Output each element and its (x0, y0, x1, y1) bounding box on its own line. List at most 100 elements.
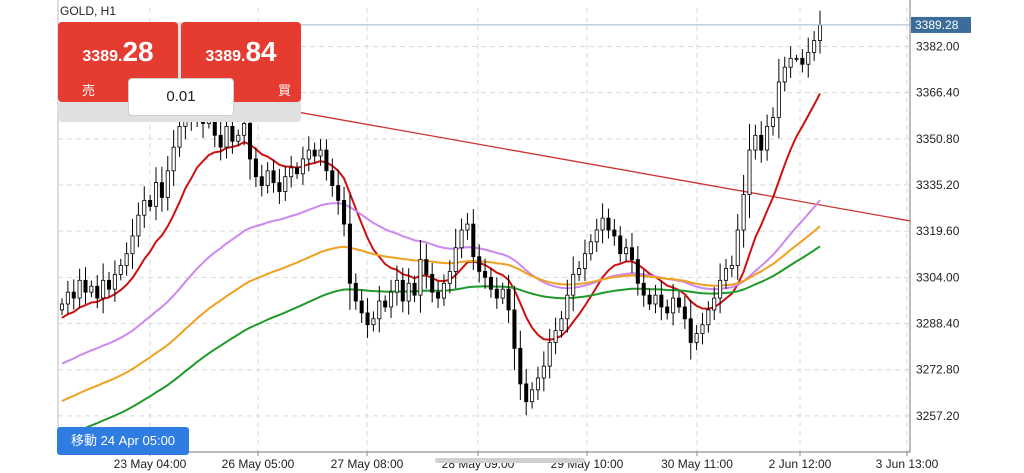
time-tick-label: 3 Jun 13:00 (876, 457, 939, 471)
candle-body (665, 306, 670, 314)
candle-body (136, 214, 141, 237)
sell-price-integer: 3389. (82, 48, 123, 65)
price-tick-label: 3272.80 (916, 363, 960, 377)
candle-body (447, 271, 452, 284)
moving-averages (61, 93, 821, 440)
candle-body (653, 294, 658, 305)
candle-body (230, 126, 235, 142)
candle-body (377, 300, 382, 320)
time-tick-label: 2 Jun 12:00 (769, 457, 832, 471)
candle-body (506, 288, 511, 311)
candle-body (494, 288, 499, 299)
candle-body (753, 134, 758, 151)
buy-price: 3389.84 (181, 36, 301, 68)
candle-body (747, 149, 752, 195)
candle-body (606, 217, 611, 231)
candle-body (582, 253, 587, 269)
chart-scroll-handle[interactable] (435, 458, 585, 463)
candle-body (477, 256, 482, 272)
candle-body (465, 223, 470, 231)
candle-body (471, 223, 476, 258)
candle-body (624, 247, 629, 255)
candle-body (776, 81, 781, 118)
candle-body (541, 365, 546, 379)
candle-body (723, 268, 729, 281)
candle-body (559, 318, 564, 332)
candle-body (177, 126, 182, 148)
candle-body (424, 259, 429, 275)
candle-body (394, 279, 399, 293)
candle-body (817, 24, 823, 41)
price-tick-label: 3350.80 (916, 132, 960, 146)
candle-body (300, 158, 305, 175)
candle-body (236, 134, 241, 142)
navigate-date-button[interactable]: 移動 24 Apr 05:00 (57, 427, 189, 455)
candle-body (347, 223, 352, 284)
candle-body (436, 291, 441, 299)
buy-label: 買 (277, 83, 291, 98)
candle-body (430, 273, 435, 293)
candle-body (629, 247, 634, 260)
candle-body (647, 294, 652, 305)
candle-body (706, 309, 711, 326)
candle-body (71, 291, 76, 299)
price-tick-label: 3366.40 (916, 86, 960, 100)
candle-body (271, 170, 276, 184)
candle-body (112, 273, 117, 290)
candle-body (500, 288, 505, 299)
candle-body (571, 273, 576, 296)
candle-body (383, 300, 388, 308)
candle-body (342, 199, 347, 225)
candle-body (295, 167, 300, 175)
candle-body (353, 282, 358, 302)
one-click-trade-panel: 3389.28 売 3389.84 買 0.01 (58, 22, 301, 122)
candle-body (524, 383, 529, 403)
candle-body (400, 279, 405, 302)
candle-body (612, 229, 617, 237)
time-tick-label: 26 May 05:00 (222, 457, 295, 471)
candle-body (148, 199, 153, 207)
current-price-badge (911, 16, 971, 33)
candle-body (165, 170, 170, 198)
price-axis[interactable]: 3382.00 3366.40 3350.80 3335.20 3319.60 3304.… (916, 39, 960, 422)
candle-body (106, 279, 112, 290)
buy-price-integer: 3389. (205, 48, 246, 65)
candle-body (389, 291, 394, 308)
candle-body (142, 199, 147, 216)
candle-body (765, 126, 770, 151)
candle-body (759, 134, 764, 151)
candle-body (253, 158, 258, 178)
candle-body (330, 170, 335, 187)
candle-body (453, 247, 458, 272)
candle-body (118, 265, 123, 275)
candle-body (89, 285, 94, 293)
candle-body (676, 297, 681, 308)
sell-price-decimals: 28 (122, 36, 154, 67)
candle-body (565, 294, 570, 320)
candle-body (406, 282, 411, 302)
candle-body (218, 134, 223, 148)
candle-body (794, 57, 799, 60)
candle-body (588, 241, 593, 255)
candle-body (718, 279, 723, 299)
candle-body (412, 282, 417, 296)
candle-body (600, 217, 605, 231)
candle-body (101, 279, 106, 299)
candle-body (359, 300, 364, 314)
candle-body (530, 389, 535, 403)
candle-body (83, 279, 88, 293)
candle-body (77, 279, 82, 299)
candle-body (547, 342, 552, 367)
candle-body (365, 312, 370, 326)
candle-body (671, 297, 676, 314)
price-tick-label: 3335.20 (916, 178, 960, 192)
moving-average-line (61, 225, 821, 402)
time-tick-label: 30 May 11:00 (661, 457, 733, 471)
candle-body (459, 229, 464, 249)
candle-body (171, 146, 176, 172)
candle-body (535, 377, 540, 391)
symbol-label: GOLD, H1 (60, 4, 117, 18)
lot-size-input[interactable]: 0.01 (128, 78, 234, 116)
candle-body (371, 318, 376, 326)
